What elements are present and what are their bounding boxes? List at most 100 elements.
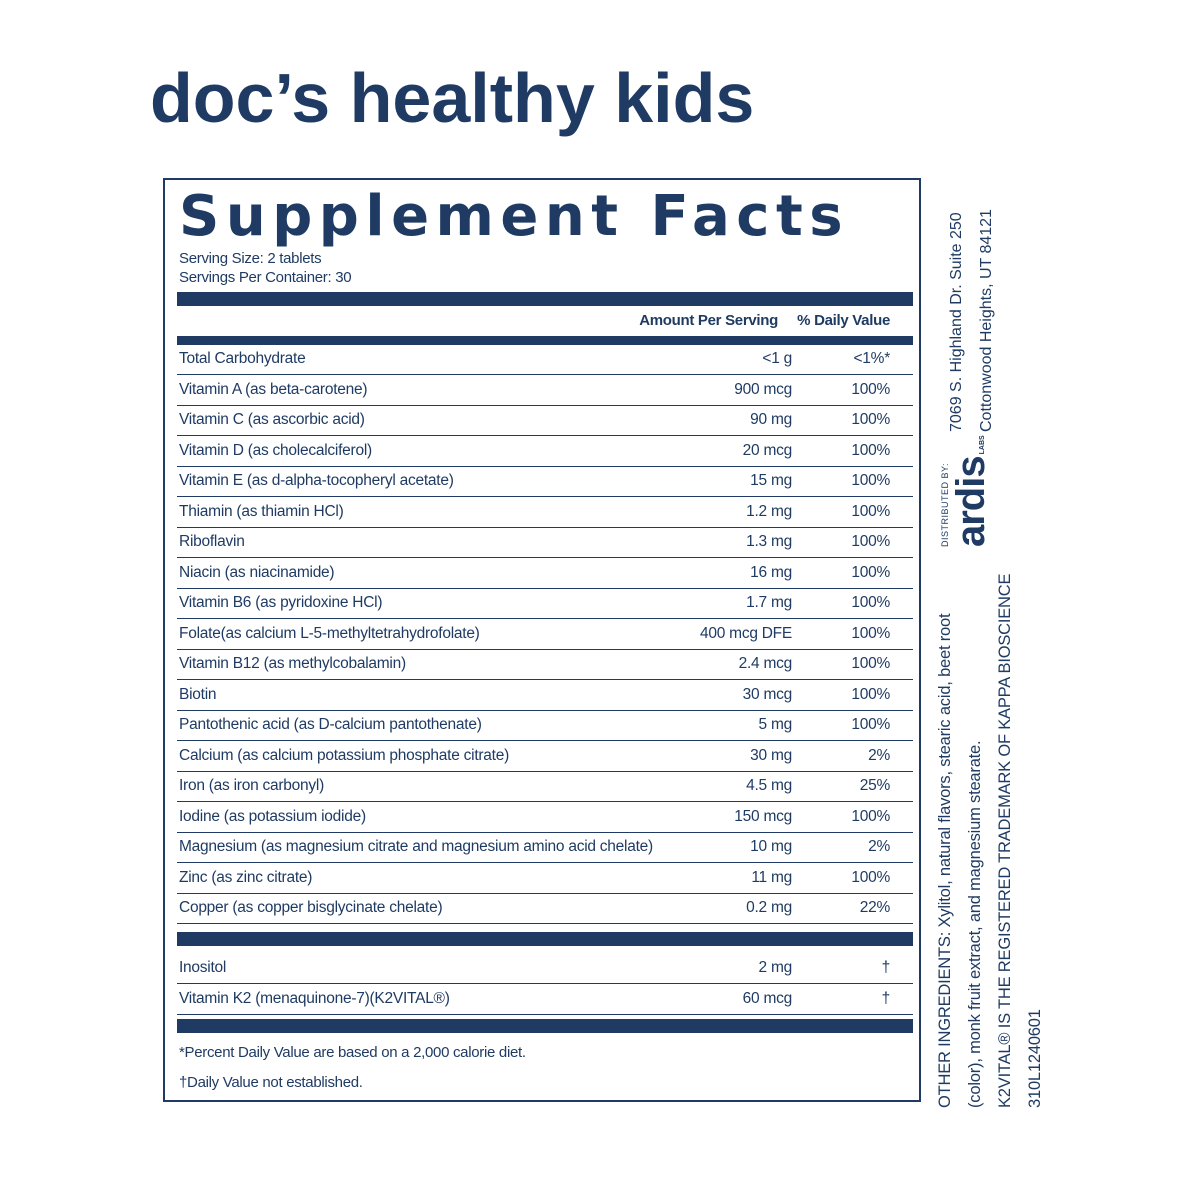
amount: 5 mg [758, 716, 793, 733]
nutrient-name: Vitamin K2 (menaquinone-7)(K2VITAL®) [179, 989, 450, 1007]
amount: 150 mcg [734, 807, 792, 825]
nutrient-name: Total Carbohydrate [179, 350, 306, 367]
amount: 400 mcg DFE [699, 624, 792, 642]
address-line: Cottonwood Heights, UT 84121 [978, 209, 995, 432]
nutrient-row: Vitamin C (as ascorbic acid) 90 mg 100% [177, 406, 913, 436]
amount: 15 mg [750, 472, 792, 489]
daily-value: 100% [851, 380, 890, 398]
nutrient-name: Riboflavin [179, 533, 245, 550]
nutrient-name: Vitamin C (as ascorbic acid) [179, 411, 365, 428]
daily-value: 100% [851, 441, 890, 459]
nutrient-name: Iodine (as potassium iodide) [179, 807, 366, 825]
logo-sub: LABS [979, 435, 986, 455]
daily-value: 100% [851, 594, 890, 611]
amount: 900 mcg [734, 380, 792, 398]
nutrient-row: Folate(as calcium L-5-methyltetrahydrofo… [177, 620, 913, 650]
nutrient-row: Iron (as iron carbonyl) 4.5 mg 25% [177, 772, 913, 802]
daily-value: 100% [851, 411, 890, 428]
supplement-panel: Supplement Facts Serving Size: 2 tablets… [163, 178, 921, 1102]
nutrient-row: Vitamin E (as d-alpha-tocopheryl acetate… [177, 467, 913, 497]
nutrient-row: Iodine (as potassium iodide) 150 mcg 100% [177, 803, 913, 833]
amount: 10 mg [750, 838, 792, 855]
daily-value: 22% [859, 899, 891, 916]
amount: 16 mg [750, 563, 792, 581]
divider [177, 292, 913, 306]
nutrient-name: Zinc (as zinc citrate) [179, 868, 313, 886]
daily-value: <1%* [853, 350, 891, 367]
daily-value: 100% [851, 563, 890, 581]
nutrient-name: Vitamin E (as d-alpha-tocopheryl acetate… [179, 472, 454, 489]
amount: 90 mg [750, 411, 792, 428]
nutrient-name: Niacin (as niacinamide) [179, 563, 335, 581]
daily-value: 100% [851, 716, 890, 733]
amount: 2.4 mcg [738, 655, 793, 672]
serving-size: Serving Size: 2 tablets [179, 250, 322, 267]
amount: 11 mg [751, 868, 792, 886]
divider [177, 336, 913, 345]
amount: 60 mcg [742, 989, 793, 1007]
brand: doc’s healthy kids [150, 59, 755, 137]
daily-value: 100% [851, 502, 890, 520]
nutrient-name: Thiamin (as thiamin HCl) [179, 502, 344, 520]
nutrient-name: Copper (as copper bisglycinate chelate) [179, 899, 443, 916]
nutrient-name: Inositol [179, 959, 227, 976]
nutrient-name: Biotin [179, 685, 217, 703]
amount: 1.7 mg [746, 594, 792, 611]
nutrient-row: Biotin 30 mcg 100% [177, 681, 913, 711]
daily-value: 2% [868, 746, 890, 764]
daily-value: 100% [851, 807, 890, 825]
nutrient-row: Copper (as copper bisglycinate chelate) 0… [177, 894, 913, 924]
nutrient-row: Inositol 2 mg † [177, 954, 913, 984]
nutrient-row: Pantothenic acid (as D-calcium pantothen… [177, 711, 913, 741]
column-header: Amount Per Serving [639, 312, 778, 329]
divider [177, 932, 913, 946]
nutrient-row: Vitamin D (as cholecalciferol) 20 mcg 100% [177, 437, 913, 467]
nutrient-row: Vitamin A (as beta-carotene) 900 mcg 100% [177, 376, 913, 406]
column-header: % Daily Value [797, 312, 890, 329]
nutrient-row: Vitamin B6 (as pyridoxine HCl) 1.7 mg 100% [177, 589, 913, 619]
nutrient-name: Magnesium (as magnesium citrate and magn… [179, 838, 653, 855]
nutrient-name: Vitamin A (as beta-carotene) [179, 380, 368, 398]
amount: 1.3 mg [746, 533, 792, 550]
nutrient-row: Vitamin B12 (as methylcobalamin) 2.4 mcg 1… [177, 650, 913, 680]
logo: ardis [949, 456, 993, 547]
amount: 30 mcg [742, 685, 793, 703]
footnote: †Daily Value not established. [179, 1074, 363, 1091]
distributor: DISTRIBUTED BY: ardisLABS 7069 S. Highla… [940, 167, 1002, 547]
ingredient-line: (color), monk fruit extract, and magnesi… [966, 740, 984, 1108]
nutrient-row: Riboflavin 1.3 mg 100% [177, 528, 913, 558]
amount: 2 mg [758, 959, 793, 976]
daily-value: † [881, 959, 891, 976]
nutrient-row: Zinc (as zinc citrate) 11 mg 100% [177, 864, 913, 894]
panel-title: Supplement Facts [179, 184, 850, 249]
nutrient-row: Calcium (as calcium potassium phosphate … [177, 742, 913, 772]
daily-value: 100% [851, 624, 890, 642]
amount: 1.2 mg [746, 502, 792, 520]
amount: 30 mg [750, 746, 792, 764]
amount: 0.2 mg [746, 899, 792, 916]
nutrient-name: Folate(as calcium L-5-methyltetrahydrofo… [179, 624, 480, 642]
amount: 4.5 mg [746, 777, 792, 794]
divider [177, 1019, 913, 1033]
daily-value: 25% [859, 777, 891, 794]
address-line: 7069 S. Highland Dr. Suite 250 [948, 212, 965, 432]
ingredient-line: K2VITAL® IS THE REGISTERED TRADEMARK OF … [996, 573, 1014, 1108]
daily-value: 2% [868, 838, 890, 855]
nutrient-name: Vitamin B12 (as methylcobalamin) [179, 655, 406, 672]
nutrient-name: Vitamin B6 (as pyridoxine HCl) [179, 594, 383, 611]
daily-value: 100% [851, 685, 890, 703]
daily-value: 100% [851, 472, 890, 489]
nutrient-row: Total Carbohydrate <1 g <1%* [177, 345, 913, 375]
ingredient-line: 310L1240601 [1026, 1009, 1044, 1108]
nutrient-row: Magnesium (as magnesium citrate and magn… [177, 833, 913, 863]
daily-value: 100% [851, 533, 890, 550]
nutrient-row: Vitamin K2 (menaquinone-7)(K2VITAL®) 60 m… [177, 985, 913, 1015]
nutrient-row: Niacin (as niacinamide) 16 mg 100% [177, 559, 913, 589]
nutrient-name: Vitamin D (as cholecalciferol) [179, 441, 372, 459]
servings-per-container: Servings Per Container: 30 [179, 269, 352, 286]
amount: 20 mcg [742, 441, 793, 459]
footnote: *Percent Daily Value are based on a 2,00… [179, 1044, 526, 1061]
ingredient-line: OTHER INGREDIENTS: Xylitol, natural flav… [936, 613, 954, 1108]
nutrient-name: Calcium (as calcium potassium phosphate … [179, 746, 509, 764]
